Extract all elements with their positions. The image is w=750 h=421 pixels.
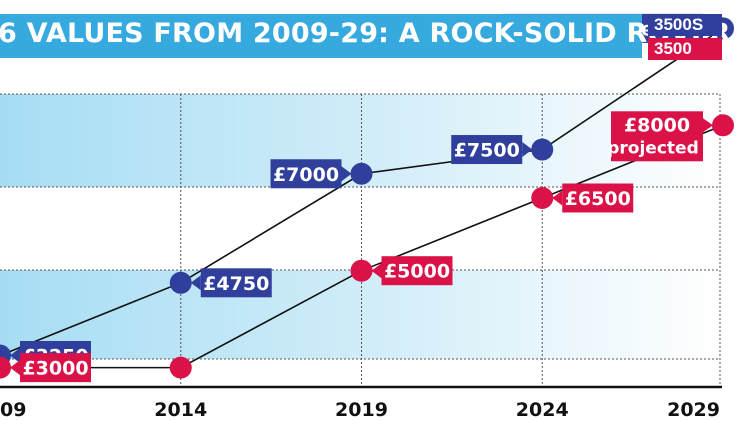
data-label-3500s-box	[200, 268, 272, 298]
x-tick-label: 2029	[667, 399, 720, 421]
data-point-3500S	[531, 138, 554, 161]
data-label-3500s-pointer	[10, 348, 20, 363]
data-point-3500	[531, 187, 554, 209]
x-tick-label: 2014	[154, 399, 207, 421]
data-label-3500s: £7500	[451, 135, 533, 165]
x-tick-label: 2009	[0, 399, 26, 421]
data-label-3500-pointer	[552, 190, 563, 206]
data-label-3500-text: £8000	[624, 114, 690, 136]
data-label-3500s-pointer	[190, 275, 201, 291]
chart-title: 6 VALUES FROM 2009-29: A ROCK-SOLID ROVE…	[0, 18, 731, 49]
data-label-3500-pointer	[703, 118, 713, 133]
data-label-3500s-box	[270, 159, 342, 189]
data-label-3500: £6500	[552, 183, 634, 213]
x-tick-label: 2024	[516, 399, 569, 421]
data-label-3500-pointer	[10, 360, 20, 376]
data-label-3500s: £7000	[270, 159, 352, 189]
data-label-3500-text: projected	[607, 138, 699, 158]
data-label-3500s: £4750	[190, 268, 272, 298]
data-label-3500s-text: £7000	[273, 164, 339, 186]
data-label-3500-box	[20, 353, 91, 383]
data-label-3500-text: £3000	[22, 358, 88, 380]
data-point-3500	[169, 356, 192, 379]
data-point-3500	[712, 114, 734, 137]
data-label-3500-box	[381, 256, 453, 286]
data-label-3500-box	[611, 111, 703, 162]
data-label-3500-text: £6500	[565, 188, 631, 210]
legend-entry-3500s: 3500S	[648, 14, 722, 36]
data-label-3500: £5000	[371, 256, 453, 286]
data-label-3500s-pointer	[341, 166, 352, 182]
data-point-3500	[350, 259, 373, 282]
data-label-3500-pointer	[371, 263, 382, 279]
data-label-3500s-text: £7500	[454, 140, 520, 162]
data-label-3500-box	[562, 183, 634, 213]
title-bar	[0, 14, 642, 58]
data-label-3500-text: £5000	[384, 261, 450, 283]
data-label-3500s-pointer	[522, 142, 533, 158]
background-band	[0, 270, 720, 359]
x-axis-ticks: 2009 2014 2019 2024 2029	[0, 399, 720, 421]
data-point-3500	[0, 356, 11, 379]
background-bands	[0, 94, 720, 359]
data-label-3500s-box	[451, 135, 523, 165]
data-point-3500S	[169, 271, 192, 294]
legend-entry-3500: 3500	[648, 38, 722, 60]
data-label-3500: £3000	[10, 353, 91, 383]
x-tick-label: 2019	[335, 399, 388, 421]
data-label-3500s-text: £4750	[203, 273, 269, 295]
data-point-3500S	[350, 162, 373, 185]
